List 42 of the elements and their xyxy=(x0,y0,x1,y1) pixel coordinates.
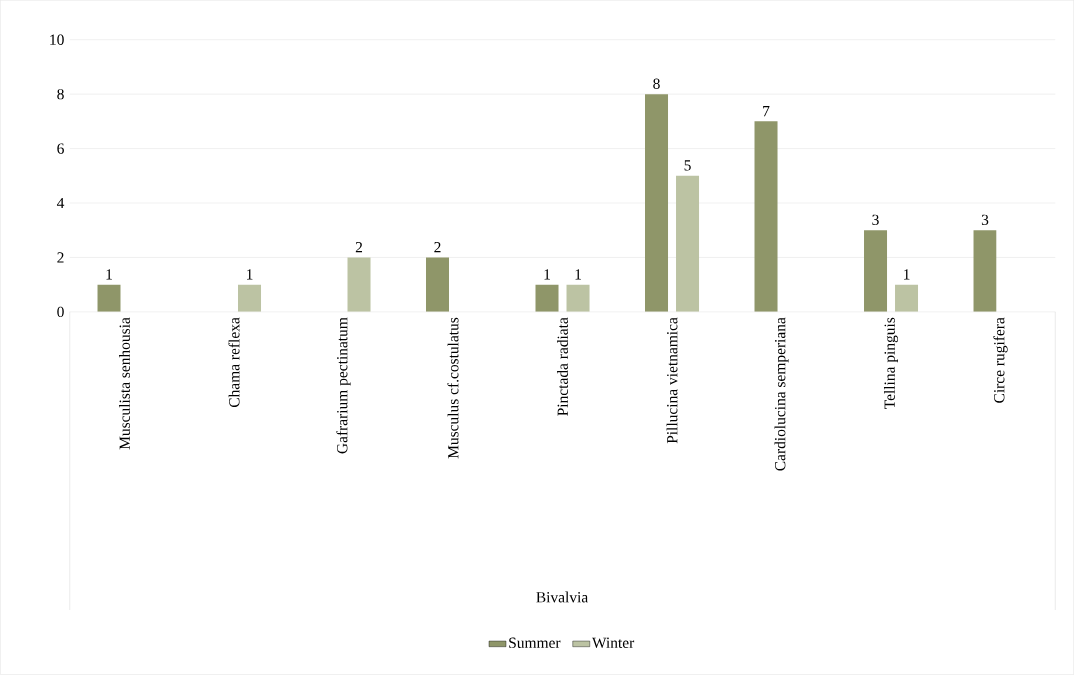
data-label: 3 xyxy=(981,214,989,226)
data-label: 7 xyxy=(763,106,770,117)
bar xyxy=(895,284,919,312)
bar xyxy=(645,94,669,312)
bar xyxy=(864,230,888,312)
x-tick-label: Pillucina vietnamica xyxy=(666,317,678,444)
data-label: 1 xyxy=(247,269,253,280)
x-tick-label: Circe rugifera xyxy=(993,317,1008,403)
data-label: 8 xyxy=(653,78,660,90)
data-label: 2 xyxy=(434,242,441,253)
text: Bivalvia xyxy=(536,591,588,603)
x-tick-label: Cardiolucina semperiana xyxy=(774,317,789,471)
y-tick-label: 10 xyxy=(50,34,64,46)
x-tick-label: Musculista senhousia xyxy=(119,317,130,450)
y-tick-label: 0 xyxy=(57,306,64,318)
bar xyxy=(754,121,778,312)
bar xyxy=(97,284,121,312)
data-label: 3 xyxy=(872,214,879,226)
x-tick-label: Pinctada radiata xyxy=(557,317,568,416)
x-tick-label: Gafrarium pectinatum xyxy=(336,317,351,454)
data-label: 1 xyxy=(106,269,112,280)
bar xyxy=(535,284,559,312)
bar xyxy=(238,284,262,312)
bar xyxy=(347,257,371,312)
data-label: 5 xyxy=(684,160,691,171)
data-label: 1 xyxy=(904,269,910,280)
bar xyxy=(566,284,590,312)
legend-label: Winter xyxy=(591,637,635,649)
x-tick-label: Chama reflexa xyxy=(228,317,240,408)
y-tick-label: 6 xyxy=(57,143,64,154)
x-tick-label: Tellina pinguis xyxy=(884,317,899,410)
data-label: 2 xyxy=(355,242,363,253)
y-tick-label: 2 xyxy=(57,252,64,263)
data-label: 1 xyxy=(544,269,550,280)
legend-label: Summer xyxy=(509,637,561,649)
x-tick-label: Musculus cf.costulatus xyxy=(447,317,459,459)
data-label: 1 xyxy=(575,269,581,280)
bar xyxy=(426,257,450,312)
y-tick-label: 4 xyxy=(56,198,65,209)
bar xyxy=(676,175,700,312)
y-tick-label: 8 xyxy=(57,89,64,100)
bar xyxy=(973,230,997,312)
